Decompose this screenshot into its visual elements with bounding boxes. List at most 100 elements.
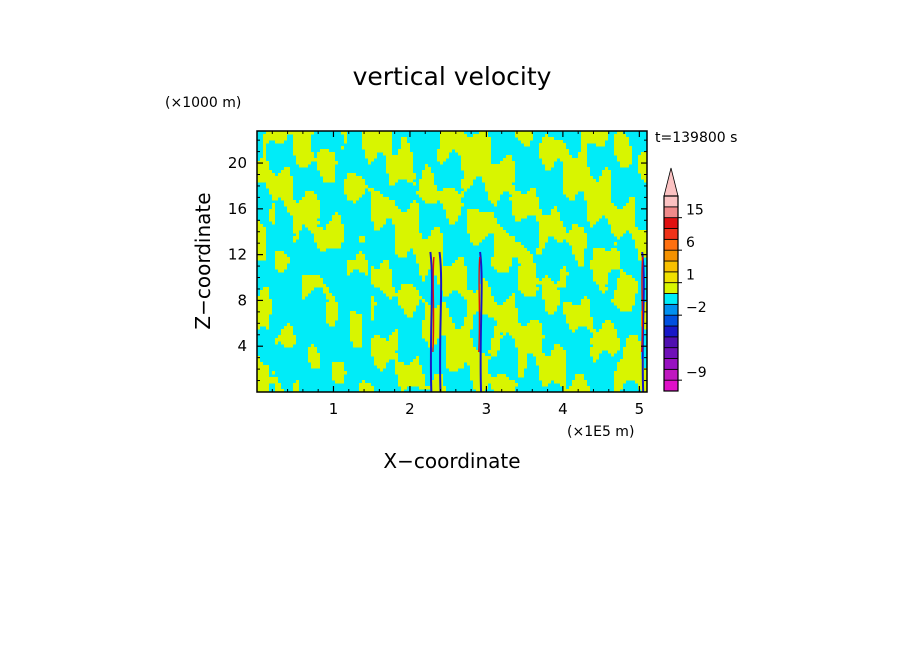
updraft-patch [539, 242, 545, 246]
updraft-patch [332, 362, 344, 366]
updraft-patch [635, 242, 647, 246]
updraft-patch [257, 368, 269, 372]
updraft-patch [371, 305, 374, 309]
updraft-patch [263, 134, 287, 138]
updraft-patch [539, 245, 545, 249]
updraft-patch [281, 170, 290, 174]
updraft-patch [293, 140, 311, 144]
updraft-patch [395, 248, 410, 252]
updraft-patch [626, 338, 638, 342]
updraft-patch [398, 374, 425, 378]
updraft-patch [584, 194, 611, 198]
updraft-patch [563, 389, 590, 392]
updraft-patch [272, 203, 275, 207]
updraft-patch [401, 146, 410, 150]
updraft-patch [311, 365, 320, 369]
updraft-patch [383, 260, 389, 264]
updraft-patch [518, 275, 536, 279]
updraft-patch [563, 188, 611, 192]
updraft-patch [350, 335, 362, 339]
updraft-patch [305, 194, 317, 198]
updraft-patch [512, 194, 536, 198]
updraft-patch [404, 311, 413, 315]
updraft-patch [296, 158, 335, 162]
updraft-patch [491, 383, 518, 387]
updraft-patch [341, 146, 344, 150]
updraft-patch [371, 302, 377, 306]
updraft-patch [446, 350, 479, 354]
updraft-patch [590, 266, 620, 270]
updraft-patch [425, 311, 449, 315]
updraft-patch [536, 359, 566, 363]
strong-updraft-column [432, 256, 435, 353]
updraft-patch [638, 257, 644, 261]
updraft-patch [617, 281, 638, 285]
updraft-patch [290, 212, 320, 216]
updraft-patch [398, 152, 413, 156]
updraft-patch [374, 362, 386, 366]
updraft-patch [257, 176, 293, 180]
colorbar: 15 6 1 −2 −9 [663, 167, 707, 392]
updraft-patch [518, 359, 527, 363]
updraft-patch [572, 245, 587, 249]
updraft-patch [371, 347, 398, 351]
updraft-patch [641, 176, 647, 180]
updraft-patch [314, 236, 344, 240]
updraft-patch [422, 173, 434, 177]
updraft-patch [302, 275, 320, 279]
updraft-patch [593, 278, 608, 282]
updraft-patch [638, 248, 647, 252]
updraft-patch [620, 164, 629, 168]
updraft-patch [542, 137, 554, 141]
updraft-patch [395, 245, 443, 249]
updraft-patch [302, 281, 323, 285]
updraft-patch [269, 212, 275, 216]
updraft-patch [332, 215, 341, 219]
updraft-patch [461, 161, 491, 165]
updraft-patch [401, 386, 407, 390]
updraft-patch [275, 260, 290, 264]
updraft-patch [488, 314, 518, 318]
updraft-patch [440, 161, 443, 165]
updraft-patch [362, 143, 392, 147]
updraft-patch [545, 275, 548, 279]
updraft-patch [494, 254, 533, 258]
updraft-patch [461, 164, 515, 168]
updraft-patch [518, 257, 533, 261]
colorbar-level [663, 358, 679, 370]
updraft-patch [467, 308, 518, 312]
updraft-patch [371, 200, 395, 204]
colorbar-level [663, 347, 679, 359]
updraft-patch [437, 278, 467, 282]
updraft-patch [593, 269, 611, 273]
updraft-patch [608, 221, 635, 225]
updraft-patch [494, 248, 527, 252]
updraft-patch [299, 164, 308, 168]
updraft-patch [425, 305, 431, 309]
updraft-patch [263, 155, 266, 159]
updraft-patch [476, 290, 491, 294]
updraft-patch [371, 272, 392, 276]
updraft-patch [362, 131, 392, 135]
updraft-patch [308, 353, 320, 357]
updraft-patch [260, 293, 269, 297]
updraft-patch [395, 359, 398, 363]
updraft-patch [293, 152, 314, 156]
updraft-patch [374, 356, 398, 360]
updraft-patch [428, 341, 437, 345]
updraft-patch [344, 140, 347, 144]
updraft-patch [614, 383, 623, 387]
updraft-patch [434, 269, 467, 273]
updraft-patch [629, 230, 647, 234]
updraft-patch [257, 308, 272, 312]
updraft-patch [467, 209, 479, 213]
updraft-patch [329, 323, 335, 327]
updraft-patch [416, 356, 419, 360]
updraft-patch [638, 164, 647, 168]
updraft-patch [293, 146, 311, 150]
updraft-patch [617, 236, 620, 240]
updraft-patch [293, 386, 299, 390]
strong-downdraft-column [429, 251, 433, 392]
